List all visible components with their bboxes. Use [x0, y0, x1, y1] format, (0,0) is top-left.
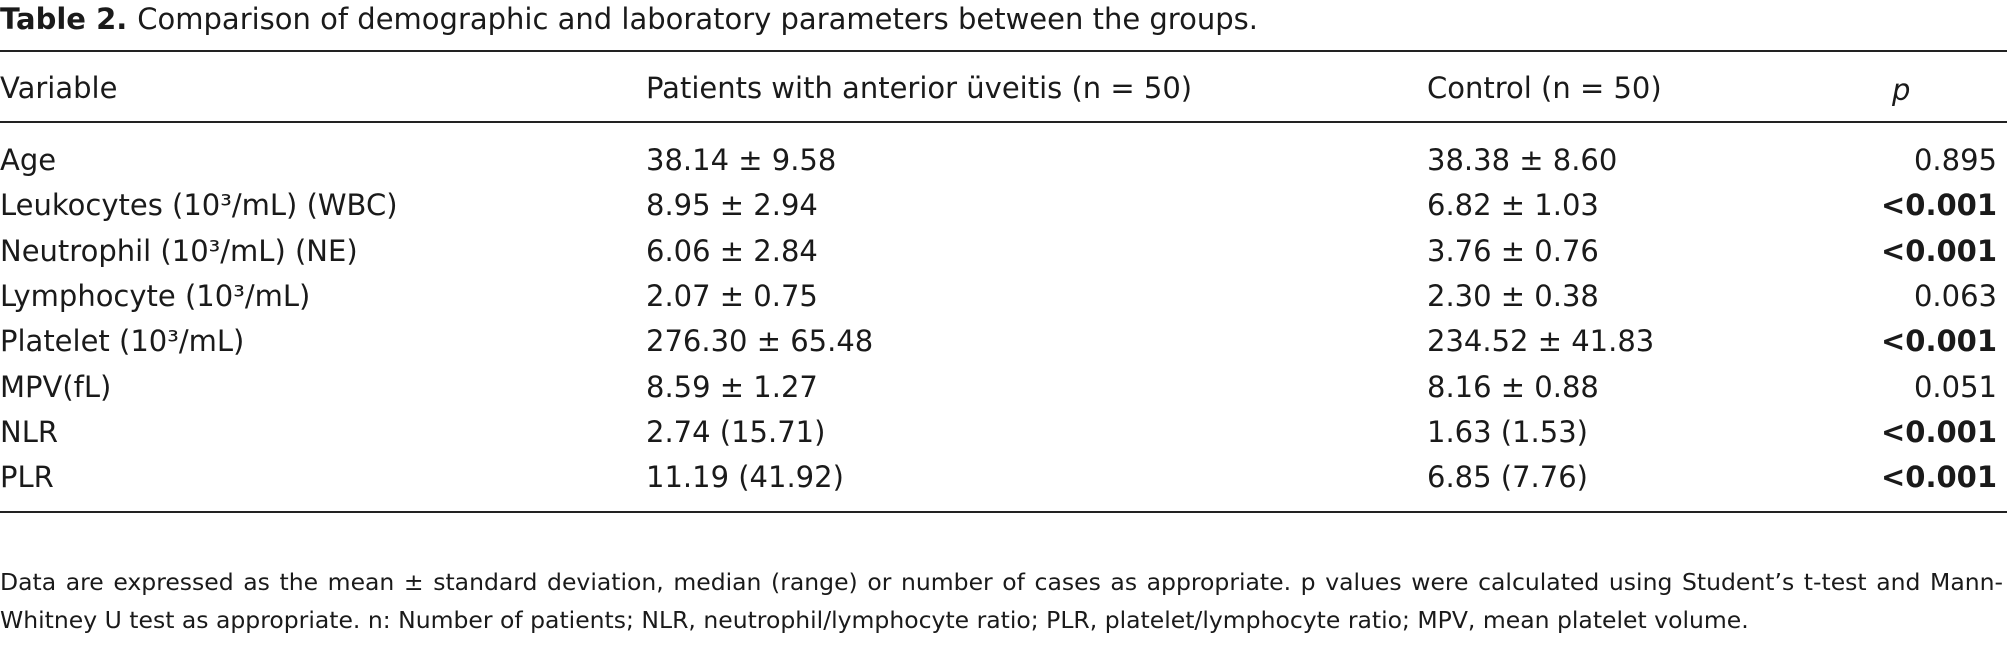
row-label: NLR: [0, 414, 58, 449]
p-value: 0.063: [1913, 278, 1997, 313]
table-cell: 1.63 (1.53): [1427, 414, 1588, 449]
table-cell: 6.06 ± 2.84: [646, 233, 818, 268]
table-cell: 11.19 (41.92): [646, 460, 844, 495]
p-value: <0.001: [1880, 324, 1997, 359]
table-caption: Table 2. Comparison of demographic and la…: [0, 2, 1258, 36]
table-cell: 2.30 ± 0.38: [1427, 278, 1599, 313]
bottom-rule: [0, 511, 2007, 513]
table-title: Comparison of demographic and laboratory…: [137, 2, 1258, 36]
table-label: Table 2.: [0, 2, 128, 36]
p-value: 0.895: [1913, 143, 1997, 177]
header-cell: Control (n = 50): [1427, 71, 1662, 105]
top-rule: [0, 50, 2007, 52]
table-cell: 3.76 ± 0.76: [1427, 233, 1599, 268]
header-cell: Variable: [0, 71, 118, 105]
p-value: <0.001: [1880, 460, 1997, 495]
table-cell: 6.85 (7.76): [1427, 460, 1588, 495]
p-value: <0.001: [1880, 414, 1997, 449]
table-cell: 2.07 ± 0.75: [646, 278, 818, 313]
table-cell: 8.59 ± 1.27: [646, 369, 818, 404]
p-value: <0.001: [1880, 233, 1997, 268]
table-cell: 234.52 ± 41.83: [1427, 324, 1655, 359]
row-label: Platelet (10³/mL): [0, 324, 245, 359]
header-cell: Patients with anterior üveitis (n = 50): [646, 71, 1193, 105]
table-cell: 276.30 ± 65.48: [646, 324, 874, 359]
row-label: Lymphocyte (10³/mL): [0, 278, 311, 313]
p-value: <0.001: [1880, 188, 1997, 223]
header-cell: p: [1892, 73, 1911, 107]
row-label: MPV(fL): [0, 369, 112, 404]
table-cell: 8.95 ± 2.94: [646, 188, 818, 223]
table-cell: 38.14 ± 9.58: [646, 143, 837, 177]
row-label: Age: [0, 143, 57, 177]
row-label: Neutrophil (10³/mL) (NE): [0, 233, 358, 268]
table-cell: 6.82 ± 1.03: [1427, 188, 1599, 223]
table-cell: 2.74 (15.71): [646, 414, 826, 449]
table-cell: 8.16 ± 0.88: [1427, 369, 1599, 404]
p-value: 0.051: [1913, 369, 1997, 404]
header-rule: [0, 121, 2007, 123]
row-label: Leukocytes (10³/mL) (WBC): [0, 188, 398, 223]
row-label: PLR: [0, 460, 54, 495]
table-cell: 38.38 ± 8.60: [1427, 143, 1618, 177]
table-footnote: Data are expressed as the mean ± standar…: [0, 568, 2003, 634]
